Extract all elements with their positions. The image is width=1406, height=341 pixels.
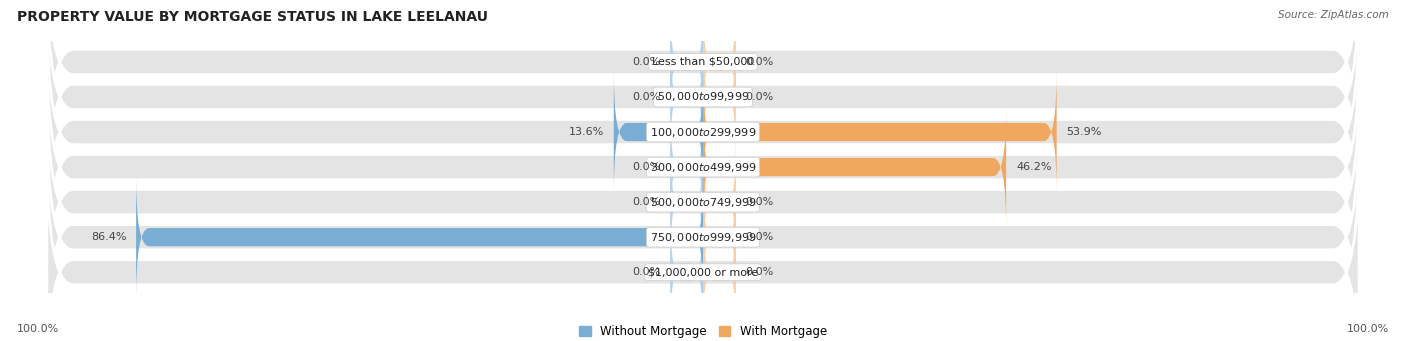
FancyBboxPatch shape bbox=[46, 40, 1360, 295]
FancyBboxPatch shape bbox=[703, 211, 735, 333]
Text: 0.0%: 0.0% bbox=[633, 92, 661, 102]
FancyBboxPatch shape bbox=[671, 141, 703, 263]
FancyBboxPatch shape bbox=[46, 0, 1360, 190]
FancyBboxPatch shape bbox=[46, 0, 1360, 225]
Text: 0.0%: 0.0% bbox=[633, 162, 661, 172]
FancyBboxPatch shape bbox=[703, 141, 735, 263]
Text: 0.0%: 0.0% bbox=[745, 267, 773, 277]
Text: 0.0%: 0.0% bbox=[745, 57, 773, 67]
Legend: Without Mortgage, With Mortgage: Without Mortgage, With Mortgage bbox=[574, 321, 832, 341]
FancyBboxPatch shape bbox=[46, 75, 1360, 330]
FancyBboxPatch shape bbox=[671, 106, 703, 228]
FancyBboxPatch shape bbox=[703, 176, 735, 298]
FancyBboxPatch shape bbox=[46, 109, 1360, 341]
FancyBboxPatch shape bbox=[671, 36, 703, 158]
Text: 0.0%: 0.0% bbox=[633, 57, 661, 67]
Text: $300,000 to $499,999: $300,000 to $499,999 bbox=[650, 161, 756, 174]
Text: Source: ZipAtlas.com: Source: ZipAtlas.com bbox=[1278, 10, 1389, 20]
FancyBboxPatch shape bbox=[46, 4, 1360, 260]
Text: PROPERTY VALUE BY MORTGAGE STATUS IN LAKE LEELANAU: PROPERTY VALUE BY MORTGAGE STATUS IN LAK… bbox=[17, 10, 488, 24]
FancyBboxPatch shape bbox=[703, 106, 1007, 228]
Text: $100,000 to $299,999: $100,000 to $299,999 bbox=[650, 125, 756, 138]
Text: $750,000 to $999,999: $750,000 to $999,999 bbox=[650, 231, 756, 244]
FancyBboxPatch shape bbox=[671, 211, 703, 333]
Text: $500,000 to $749,999: $500,000 to $749,999 bbox=[650, 196, 756, 209]
Text: 0.0%: 0.0% bbox=[745, 92, 773, 102]
Text: 100.0%: 100.0% bbox=[1347, 324, 1389, 334]
FancyBboxPatch shape bbox=[671, 1, 703, 123]
Text: 53.9%: 53.9% bbox=[1067, 127, 1102, 137]
FancyBboxPatch shape bbox=[703, 36, 735, 158]
FancyBboxPatch shape bbox=[614, 71, 703, 193]
FancyBboxPatch shape bbox=[46, 145, 1360, 341]
Text: 86.4%: 86.4% bbox=[91, 232, 127, 242]
FancyBboxPatch shape bbox=[136, 176, 703, 298]
Text: 100.0%: 100.0% bbox=[17, 324, 59, 334]
FancyBboxPatch shape bbox=[703, 1, 735, 123]
Text: $1,000,000 or more: $1,000,000 or more bbox=[648, 267, 758, 277]
Text: 0.0%: 0.0% bbox=[745, 232, 773, 242]
Text: 0.0%: 0.0% bbox=[633, 267, 661, 277]
Text: 0.0%: 0.0% bbox=[633, 197, 661, 207]
Text: 13.6%: 13.6% bbox=[568, 127, 605, 137]
Text: Less than $50,000: Less than $50,000 bbox=[652, 57, 754, 67]
Text: 46.2%: 46.2% bbox=[1017, 162, 1052, 172]
Text: 0.0%: 0.0% bbox=[745, 197, 773, 207]
FancyBboxPatch shape bbox=[703, 71, 1057, 193]
Text: $50,000 to $99,999: $50,000 to $99,999 bbox=[657, 90, 749, 104]
